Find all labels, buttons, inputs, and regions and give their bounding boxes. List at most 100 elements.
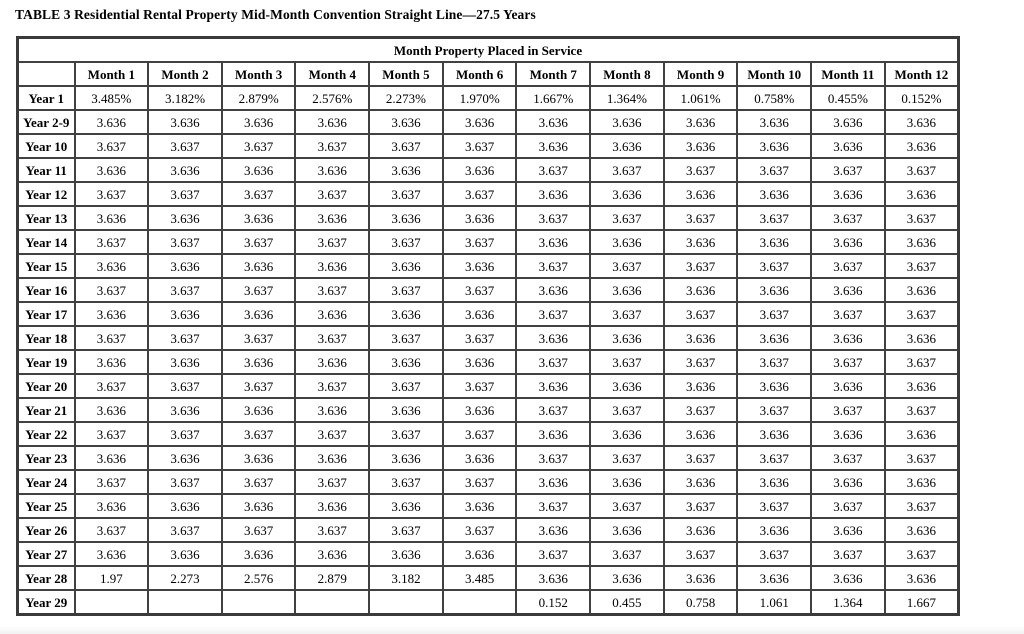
rate-cell: 3.637 xyxy=(736,445,813,471)
table-row: Year 11 3.636 3.636 3.636 3.636 3.636 3.636 3.6… xyxy=(16,157,960,183)
rate-cell: 3.636 xyxy=(589,229,665,255)
rate-cell: 3.636 xyxy=(810,109,886,135)
rate-cell: 3.636 xyxy=(147,205,223,231)
rate-cell: 3.637 xyxy=(73,181,150,207)
rate-cell: 3.636 xyxy=(368,541,444,567)
rate-cell: 3.636 xyxy=(368,109,444,135)
rate-cell: 3.637 xyxy=(73,229,150,255)
rate-cell: 3.636 xyxy=(736,565,813,591)
rate-cell: 3.636 xyxy=(662,229,739,255)
rate-cell: 3.485% xyxy=(73,85,150,111)
rate-cell: 3.636 xyxy=(220,445,297,471)
rate-cell: 3.637 xyxy=(294,469,371,495)
rate-cell: 3.637 xyxy=(810,445,886,471)
rate-cell: 3.637 xyxy=(368,373,444,399)
row-label: Year 2-9 xyxy=(16,109,76,135)
rate-cell: 3.636 xyxy=(147,493,223,519)
rate-cell: 3.636 xyxy=(441,397,518,423)
rate-cell: 3.637 xyxy=(810,253,886,279)
rate-cell: 3.636 xyxy=(810,373,886,399)
rate-cell: 3.636 xyxy=(515,421,592,447)
rate-cell: 3.636 xyxy=(147,397,223,423)
table-row: Year 2-9 3.636 3.636 3.636 3.636 3.636 3.636 3.… xyxy=(16,109,960,135)
rate-cell: 3.636 xyxy=(810,421,886,447)
table-row: Year 28 1.97 2.273 2.576 2.879 3.182 3.485 3.63… xyxy=(16,565,960,591)
rate-cell: 3.637 xyxy=(368,181,444,207)
rate-cell: 3.636 xyxy=(662,469,739,495)
rate-cell xyxy=(147,589,223,616)
rate-cell: 3.637 xyxy=(810,397,886,423)
table-row: Year 21 3.636 3.636 3.636 3.636 3.636 3.636 3.6… xyxy=(16,397,960,423)
rate-cell: 3.636 xyxy=(73,397,150,423)
rate-cell: 3.636 xyxy=(73,301,150,327)
rate-cell: 3.636 xyxy=(736,181,813,207)
rate-cell: 2.273% xyxy=(368,85,444,111)
row-label: Year 20 xyxy=(16,373,76,399)
rate-cell: 3.636 xyxy=(662,109,739,135)
rate-cell: 3.637 xyxy=(441,517,518,543)
rate-cell: 3.636 xyxy=(294,445,371,471)
rate-cell: 3.636 xyxy=(515,565,592,591)
rate-cell: 3.636 xyxy=(441,349,518,375)
rate-cell: 3.637 xyxy=(810,349,886,375)
rate-cell: 3.636 xyxy=(810,277,886,303)
rate-cell: 3.637 xyxy=(589,445,665,471)
rate-cell: 3.637 xyxy=(441,229,518,255)
rate-cell: 2.879 xyxy=(294,565,371,591)
rate-cell: 3.636 xyxy=(736,133,813,159)
rate-cell: 0.758% xyxy=(736,85,813,111)
rate-cell: 3.637 xyxy=(662,493,739,519)
rate-cell: 3.637 xyxy=(883,253,960,279)
rate-cell: 3.637 xyxy=(589,253,665,279)
rate-cell: 3.636 xyxy=(73,349,150,375)
rate-cell: 3.636 xyxy=(220,157,297,183)
rate-cell: 3.636 xyxy=(736,325,813,351)
rate-cell: 3.636 xyxy=(147,157,223,183)
rate-cell: 1.061 xyxy=(736,589,813,616)
rate-cell: 3.636 xyxy=(515,373,592,399)
rate-cell: 3.636 xyxy=(368,445,444,471)
rate-cell: 3.637 xyxy=(368,469,444,495)
rate-cell: 3.637 xyxy=(294,373,371,399)
rate-cell: 3.637 xyxy=(662,205,739,231)
rate-cell: 3.637 xyxy=(147,325,223,351)
table-row: Year 20 3.637 3.637 3.637 3.637 3.637 3.637 3.6… xyxy=(16,373,960,399)
rate-cell: 3.637 xyxy=(810,493,886,519)
row-label: Year 18 xyxy=(16,325,76,351)
rate-cell: 3.636 xyxy=(736,229,813,255)
rate-cell: 3.636 xyxy=(441,109,518,135)
table-row: Year 15 3.636 3.636 3.636 3.636 3.636 3.636 3.6… xyxy=(16,253,960,279)
rate-cell: 3.636 xyxy=(736,277,813,303)
rate-cell: 3.637 xyxy=(73,277,150,303)
rate-cell: 3.636 xyxy=(589,277,665,303)
rate-cell: 3.636 xyxy=(441,157,518,183)
column-header: Month 6 xyxy=(441,61,518,87)
rate-cell: 3.636 xyxy=(810,325,886,351)
rate-cell: 3.636 xyxy=(294,541,371,567)
rate-cell: 3.637 xyxy=(294,229,371,255)
rate-cell: 3.637 xyxy=(662,301,739,327)
rate-cell: 0.758 xyxy=(662,589,739,616)
rate-cell: 3.636 xyxy=(147,301,223,327)
rate-cell: 3.636 xyxy=(662,325,739,351)
column-header: Month 9 xyxy=(662,61,739,87)
row-label: Year 28 xyxy=(16,565,76,591)
rate-cell: 3.637 xyxy=(810,541,886,567)
rate-cell: 3.636 xyxy=(810,229,886,255)
rate-cell: 3.636 xyxy=(73,445,150,471)
rate-cell: 3.636 xyxy=(515,229,592,255)
row-label: Year 24 xyxy=(16,469,76,495)
rate-cell: 3.637 xyxy=(883,493,960,519)
table-row: Year 17 3.636 3.636 3.636 3.636 3.636 3.636 3.6… xyxy=(16,301,960,327)
rate-cell: 3.637 xyxy=(368,229,444,255)
rate-cell: 3.637 xyxy=(515,397,592,423)
rate-cell: 3.636 xyxy=(294,349,371,375)
row-label: Year 17 xyxy=(16,301,76,327)
rate-cell: 3.636 xyxy=(220,205,297,231)
rate-cell: 3.636 xyxy=(294,109,371,135)
row-label: Year 21 xyxy=(16,397,76,423)
column-header: Month 7 xyxy=(515,61,592,87)
rate-cell: 3.636 xyxy=(810,133,886,159)
rate-cell: 3.637 xyxy=(662,445,739,471)
column-header: Month 8 xyxy=(589,61,665,87)
